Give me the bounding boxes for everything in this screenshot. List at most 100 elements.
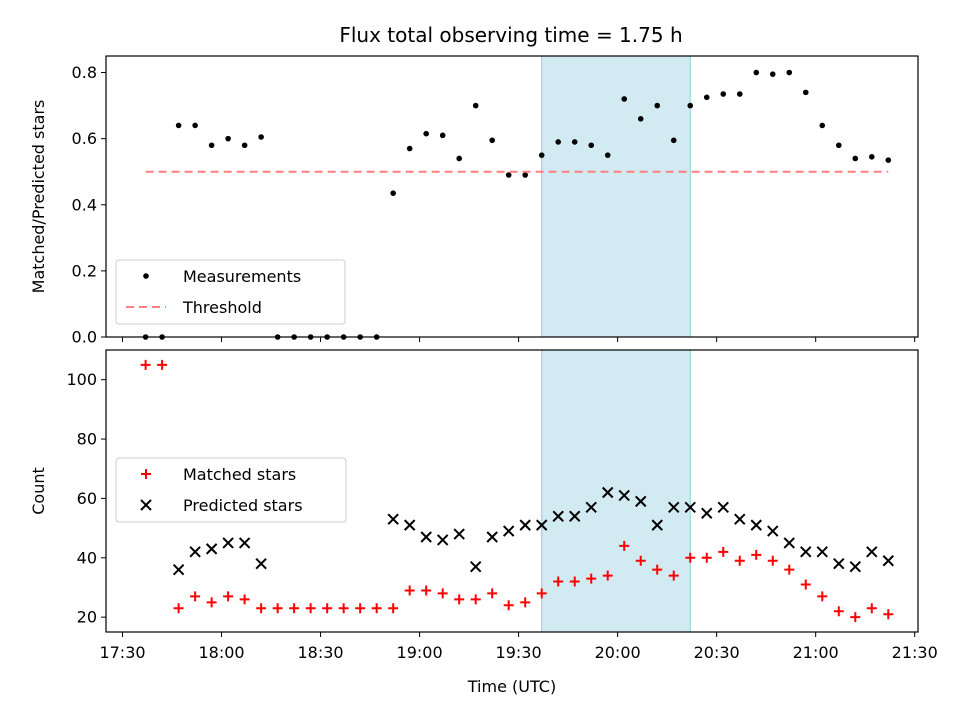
predicted-point [205, 543, 218, 555]
data-point [868, 154, 875, 160]
data-point [538, 152, 545, 158]
chart-title: Flux total observing time = 1.75 h [339, 23, 682, 47]
matched-point [800, 579, 811, 590]
x-tick-label: 18:30 [297, 643, 343, 662]
predicted-point [403, 519, 416, 531]
data-point [819, 122, 826, 129]
y-tick-label: 0.2 [72, 261, 97, 280]
y-tick-label: 0.8 [72, 63, 97, 82]
panel-top: 0.0 0.2 0.4 0.6 0.8 Matched/Predicted stars Me… [29, 55, 919, 347]
data-point [439, 132, 446, 139]
matched-point [652, 564, 663, 575]
matched-point [850, 612, 861, 623]
data-point [522, 172, 529, 178]
predicted-point [882, 555, 895, 567]
data-point [192, 122, 198, 129]
matched-point [404, 585, 415, 596]
matched-point [272, 603, 283, 614]
matched-point [751, 549, 762, 560]
data-point [604, 152, 611, 158]
predicted-point [420, 531, 432, 543]
matched-point [817, 591, 828, 602]
predicted-point [866, 546, 878, 558]
matched-point [569, 576, 580, 587]
legend-marker [143, 273, 149, 279]
data-point [588, 142, 595, 149]
data-point [489, 137, 495, 144]
x-tick-label: 20:00 [595, 643, 641, 662]
matched-point [388, 603, 399, 614]
matched-point [206, 597, 217, 608]
data-point [637, 116, 644, 122]
data-point [802, 89, 809, 96]
predicted-point [502, 525, 515, 537]
predicted-point [750, 519, 762, 531]
y-tick-label: 100 [66, 370, 97, 389]
matched-point [239, 594, 250, 605]
predicted-point [222, 537, 234, 549]
data-point [654, 102, 661, 109]
panel-bottom: 20 40 60 80 100 17:30 18:00 18:30 19:00 19:30 20:0… [29, 349, 938, 662]
matched-point [718, 546, 729, 557]
predicted-point [734, 513, 746, 525]
predicted-point [238, 537, 251, 549]
matched-point [866, 603, 877, 614]
predicted-point [684, 501, 696, 514]
legend-label: Predicted stars [183, 496, 303, 515]
data-point [390, 190, 396, 196]
matched-point [305, 603, 316, 614]
predicted-point [602, 486, 614, 499]
predicted-point [552, 510, 564, 522]
x-axis-label: Time (UTC) [467, 677, 556, 696]
data-point [720, 91, 727, 97]
matched-point [173, 603, 184, 614]
predicted-point [849, 560, 861, 573]
data-point [258, 134, 264, 140]
matched-point [586, 573, 597, 584]
y-axis-label: Matched/Predicted stars [29, 100, 48, 294]
data-point [423, 130, 429, 137]
predicted-point [767, 525, 779, 537]
matched-point [322, 603, 333, 614]
matched-point [437, 588, 448, 599]
shaded-region [541, 55, 691, 338]
shaded-region [541, 349, 691, 633]
matched-point [685, 552, 696, 563]
matched-point [223, 591, 234, 602]
predicted-point [833, 558, 845, 570]
matched-point [635, 555, 646, 566]
predicted-point [535, 519, 548, 531]
x-tick-label: 19:00 [397, 643, 443, 662]
matched-point [454, 594, 465, 605]
axes-frame [105, 55, 919, 338]
data-point [571, 139, 578, 145]
predicted-point [800, 546, 812, 558]
y-tick-label: 20 [77, 608, 97, 627]
matched-point [833, 606, 844, 617]
y-tick-label: 40 [77, 548, 97, 567]
matched-point [140, 359, 151, 370]
data-point [687, 102, 694, 109]
matched-point [602, 570, 613, 581]
data-point [885, 157, 892, 163]
matched-point [734, 555, 745, 566]
x-tick-label: 17:30 [99, 643, 145, 662]
predicted-point [651, 519, 663, 531]
predicted-point [668, 501, 680, 514]
matched-point [371, 603, 382, 614]
predicted-point [453, 528, 465, 540]
data-point [241, 142, 248, 149]
matched-point [355, 603, 366, 614]
predicted-point [172, 563, 185, 576]
matched-point [157, 359, 168, 370]
data-point [852, 155, 859, 162]
matched-point [289, 603, 300, 614]
matched-point [190, 591, 201, 602]
y-tick-label: 0.4 [72, 195, 97, 214]
data-point [175, 122, 182, 129]
legend-label: Matched stars [183, 465, 296, 484]
matched-point [767, 555, 778, 566]
matched-point [553, 576, 564, 587]
predicted-point [701, 507, 713, 519]
